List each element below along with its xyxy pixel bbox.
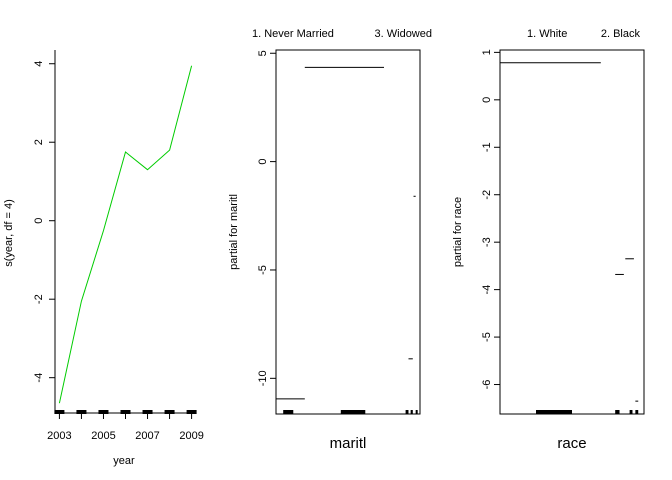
y-tick-label: 0 <box>257 159 269 165</box>
panel-year-axis-frame <box>54 50 196 414</box>
rug-mark <box>142 410 153 414</box>
rug-mark <box>405 410 409 414</box>
rug-mark <box>54 410 65 414</box>
panel-race-y-ticks: 1 0 -1 -2 -3 -4 -5 -6 <box>481 49 500 389</box>
y-tick-label: -2 <box>33 294 45 304</box>
panel-year-x-label: year <box>113 455 135 467</box>
rug-mark <box>410 410 413 414</box>
rug-mark <box>76 410 87 414</box>
y-tick-label: 2 <box>33 139 45 145</box>
panel-maritl-levels <box>276 66 416 400</box>
y-tick-label: -3 <box>481 237 493 247</box>
rug-mark <box>98 410 109 414</box>
y-tick-label: 0 <box>33 218 45 224</box>
y-tick-label: 0 <box>481 97 493 103</box>
x-tick-label: 2003 <box>47 430 71 442</box>
y-tick-label: -1 <box>481 142 493 152</box>
rug-mark <box>186 410 197 414</box>
panel-maritl-level-label-3: 3. Widowed <box>375 28 432 40</box>
rug-mark <box>629 410 633 414</box>
panel-year-y-ticks: -4 -2 0 2 4 <box>33 61 55 383</box>
panel-race-levels <box>500 62 639 402</box>
panel-maritl: -10 -5 0 5 1. Never Married 3. Widowed mari… <box>228 28 432 452</box>
panel-maritl-x-label: maritl <box>330 435 367 452</box>
panel-race-y-label: partial for race <box>452 197 464 267</box>
rug-mark <box>164 410 175 414</box>
y-tick-label: -2 <box>481 190 493 200</box>
y-tick-label: -4 <box>481 285 493 295</box>
rug-mark <box>635 410 639 414</box>
panel-race-level-label-2: 2. Black <box>601 28 641 40</box>
panel-race-plot-box <box>499 49 645 415</box>
panel-maritl-plot-box <box>275 49 421 415</box>
y-tick-label: -5 <box>481 332 493 342</box>
rug-mark <box>120 410 131 414</box>
rug-mark <box>283 410 294 414</box>
panel-maritl-rug <box>283 410 418 414</box>
panel-year-x-ticks: 2003 2005 2007 2009 <box>47 413 204 442</box>
panel-race-level-label-1: 1. White <box>527 28 567 40</box>
x-tick-label: 2007 <box>135 430 159 442</box>
panel-year-rug <box>54 410 197 414</box>
panel-year-y-label: s(year, df = 4) <box>3 199 15 267</box>
panel-maritl-y-ticks: -10 -5 0 5 <box>257 50 276 386</box>
x-tick-label: 2009 <box>179 430 203 442</box>
panel-race: 1 0 -1 -2 -3 -4 -5 -6 1. White 2. Black race pa… <box>452 28 645 452</box>
rug-mark <box>415 410 418 414</box>
x-tick-label: 2005 <box>91 430 115 442</box>
y-tick-label: 4 <box>33 61 45 67</box>
rug-mark <box>340 410 366 414</box>
y-tick-label: 1 <box>481 49 493 55</box>
panel-maritl-level-label-1: 1. Never Married <box>252 28 334 40</box>
rug-mark <box>536 410 572 414</box>
y-tick-label: 5 <box>257 50 269 56</box>
y-tick-label: -6 <box>481 380 493 390</box>
panel-year: -4 -2 0 2 4 2003 2005 2007 2009 year s(year, df… <box>3 50 204 467</box>
y-tick-label: -5 <box>257 265 269 275</box>
panel-maritl-y-label: partial for maritl <box>228 194 240 270</box>
rug-mark <box>615 410 620 414</box>
y-tick-label: -4 <box>33 373 45 383</box>
panel-race-rug <box>536 410 639 414</box>
panel-race-x-label: race <box>557 435 586 452</box>
panel-year-series <box>58 65 193 404</box>
y-tick-label: -10 <box>257 370 269 386</box>
year-smooth-line <box>58 65 193 404</box>
